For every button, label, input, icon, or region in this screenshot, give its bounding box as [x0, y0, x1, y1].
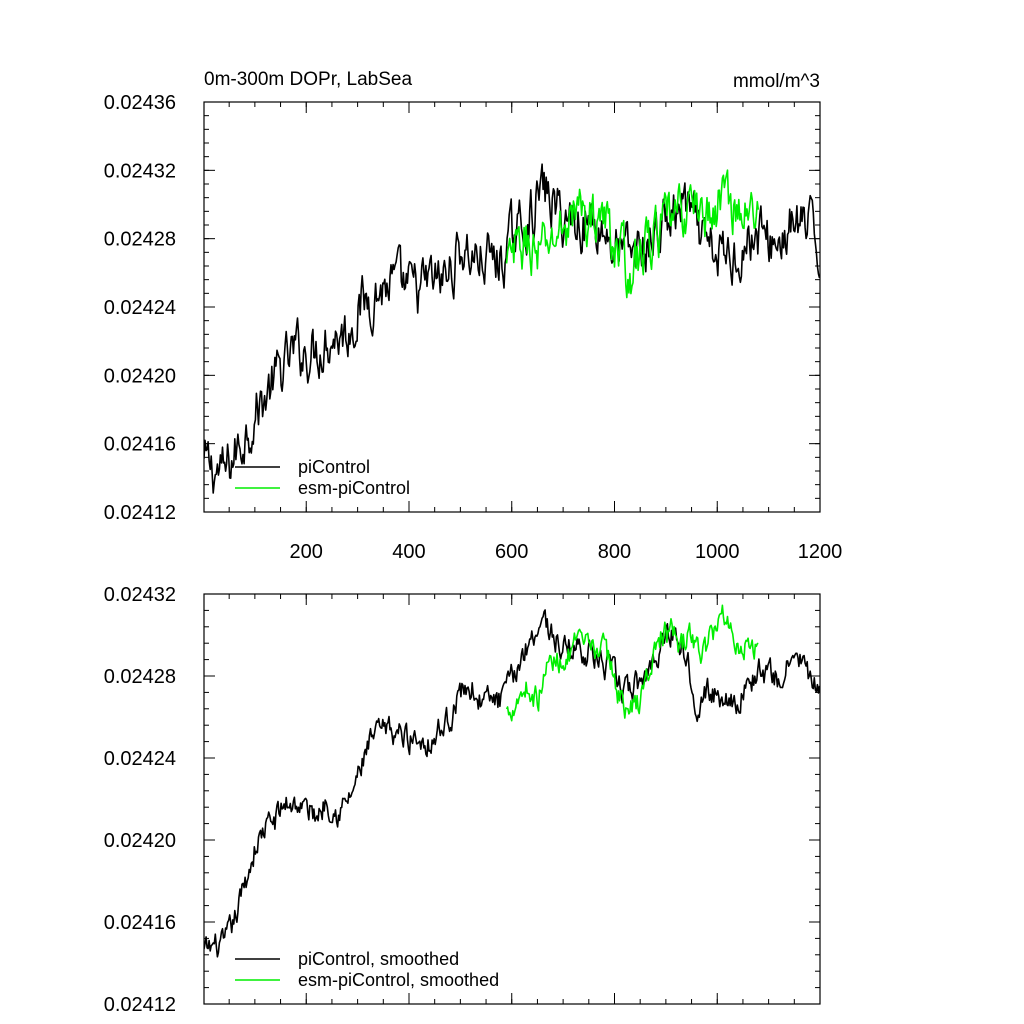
y-tick-label: 0.02416: [104, 912, 176, 934]
series-line-esm-picontrol: [505, 604, 759, 722]
legend-label: esm-piControl, smoothed: [298, 970, 499, 990]
x-tick-label: 800: [598, 541, 631, 563]
chart-panel-1: 200 400 600 800 1000 1200 0.02412 0.02416 0.0242…: [104, 69, 843, 563]
chart-title: 0m-300m DOPr, LabSea: [204, 69, 412, 90]
x-tick-label: 1200: [798, 541, 843, 563]
x-tick-label: 600: [495, 541, 528, 563]
y-tick-label: 0.02436: [104, 92, 176, 114]
chart-panel-2: 0.02412 0.02416 0.02420 0.02424 0.02428 0.024…: [104, 584, 821, 1016]
y-tick-label: 0.02424: [104, 297, 176, 319]
plot-frame: [203, 101, 821, 513]
y-tick-label: 0.02432: [104, 160, 176, 182]
plot-frame: [203, 593, 821, 1005]
series-line-picontrol: [204, 609, 820, 958]
y-tick-label: 0.02424: [104, 748, 176, 770]
x-tick-label: 200: [290, 541, 323, 563]
y-tick-label: 0.02416: [104, 434, 176, 456]
series-line-esm-picontrol: [505, 169, 760, 299]
y-tick-label: 0.02412: [104, 502, 176, 524]
y-tick-label: 0.02420: [104, 830, 176, 852]
y-tick-label: 0.02428: [104, 229, 176, 251]
legend-label: piControl, smoothed: [298, 949, 459, 969]
x-tick-label: 400: [392, 541, 425, 563]
units-label: mmol/m^3: [733, 71, 820, 92]
series-line-picontrol: [204, 163, 820, 494]
y-tick-label: 0.02432: [104, 584, 176, 606]
legend-label: piControl: [298, 457, 370, 477]
y-tick-label: 0.02420: [104, 365, 176, 387]
x-tick-label: 1000: [695, 541, 740, 563]
legend-label: esm-piControl: [298, 478, 410, 498]
y-tick-label: 0.02428: [104, 666, 176, 688]
y-tick-label: 0.02412: [104, 994, 176, 1016]
